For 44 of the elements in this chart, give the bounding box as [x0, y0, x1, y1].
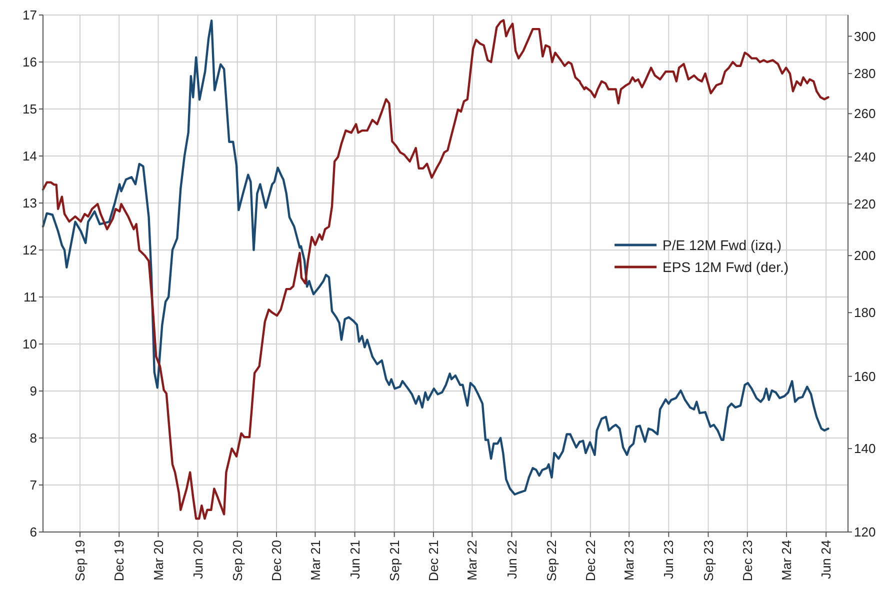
y-tick-label: 16: [22, 54, 37, 70]
x-tick-label: Sep 19: [72, 540, 88, 582]
y-tick-label: 11: [24, 290, 37, 305]
x-tick-label: Sep 23: [700, 540, 716, 582]
y-tick-label: 6: [30, 524, 37, 540]
y-tick-label: 9: [30, 384, 37, 399]
x-tick-label: Jun 24: [818, 540, 834, 580]
x-tick-label: Mar 22: [464, 540, 480, 580]
x-tick-label: Mar 24: [779, 540, 794, 580]
y2-tick-label: 240: [854, 150, 876, 165]
y2-tick-label: 300: [854, 28, 876, 44]
x-tick-label: Jun 23: [661, 540, 676, 580]
x-tick-label: Jun 20: [190, 540, 206, 580]
y2-tick-label: 160: [854, 368, 876, 384]
x-tick-label: Dec 20: [269, 540, 284, 582]
x-tick-label: Dec 23: [740, 540, 755, 582]
y-tick-label: 7: [30, 478, 37, 493]
y-tick-label: 10: [22, 336, 37, 352]
x-tick-label: Dec 19: [112, 540, 127, 582]
y2-tick-label: 220: [854, 196, 876, 212]
x-tick-label: Sep 22: [544, 540, 559, 582]
x-tick-label: Sep 20: [230, 540, 245, 582]
x-tick-label: Mar 23: [622, 540, 637, 580]
x-tick-label: Mar 21: [308, 540, 323, 580]
y2-tick-label: 180: [854, 305, 876, 320]
y2-tick-label: 200: [854, 248, 876, 264]
y-tick-label: 17: [22, 8, 37, 23]
y-tick-label: 12: [22, 242, 37, 258]
y2-tick-label: 280: [854, 66, 876, 82]
legend-label: P/E 12M Fwd (izq.): [662, 236, 782, 253]
y2-tick-label: 140: [854, 441, 876, 456]
y-tick-label: 13: [22, 196, 37, 211]
x-tick-label: Dec 21: [426, 540, 442, 582]
x-tick-label: Jun 21: [347, 540, 362, 580]
y-tick-label: 14: [22, 148, 37, 164]
x-tick-label: Sep 21: [386, 540, 402, 582]
x-tick-label: Dec 22: [582, 540, 598, 582]
x-tick-label: Mar 20: [150, 540, 166, 580]
y2-tick-label: 120: [854, 524, 876, 540]
y-tick-label: 15: [22, 102, 37, 117]
legend-label: EPS 12M Fwd (der.): [662, 258, 789, 275]
x-tick-label: Jun 22: [504, 540, 520, 580]
y-tick-label: 8: [30, 430, 37, 446]
y2-tick-label: 260: [854, 106, 876, 122]
